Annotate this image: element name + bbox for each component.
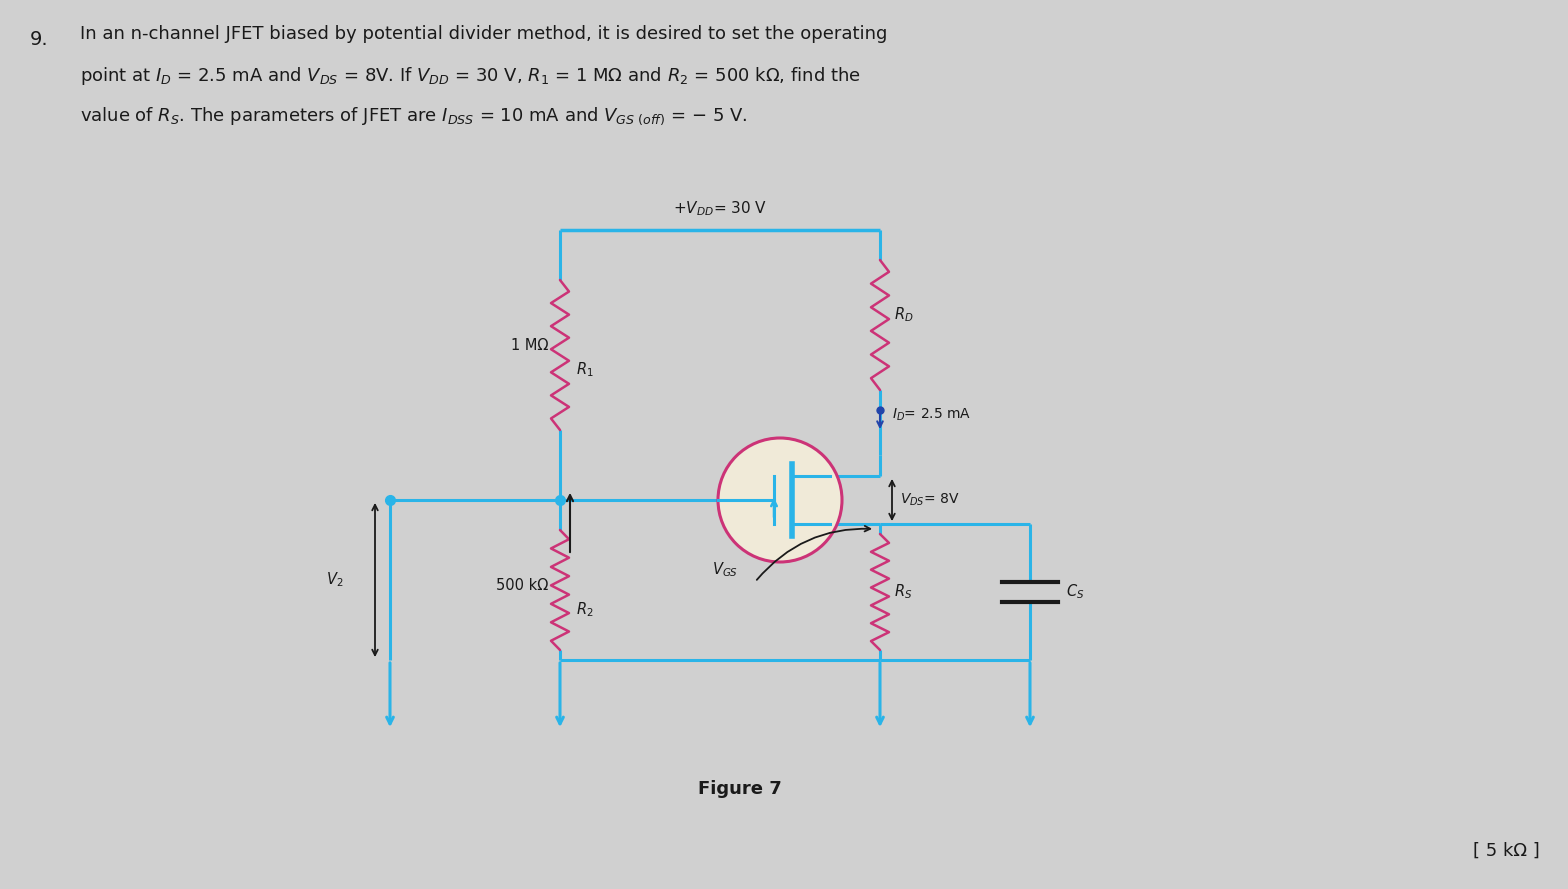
Text: $C_S$: $C_S$ [1066,582,1085,601]
Text: 9.: 9. [30,30,49,49]
Text: $R_2$: $R_2$ [575,601,594,620]
Text: Figure 7: Figure 7 [698,780,782,798]
Text: [ 5 kΩ ]: [ 5 kΩ ] [1474,842,1540,860]
Text: $I_D$= 2.5 mA: $I_D$= 2.5 mA [892,407,971,423]
Text: point at $I_D$ = 2.5 mA and $V_{DS}$ = 8V. If $V_{DD}$ = 30 V, $R_1$ = 1 M$\Omeg: point at $I_D$ = 2.5 mA and $V_{DS}$ = 8… [80,65,861,87]
Text: $V_{DS}$= 8V: $V_{DS}$= 8V [900,492,960,509]
Text: 500 kΩ: 500 kΩ [495,578,547,592]
Circle shape [718,438,842,562]
Text: $R_D$: $R_D$ [894,306,914,324]
Text: In an n-channel JFET biased by potential divider method, it is desired to set th: In an n-channel JFET biased by potential… [80,25,887,43]
Text: $V_{GS}$: $V_{GS}$ [712,560,739,579]
Text: $R_1$: $R_1$ [575,361,594,380]
Text: $R_S$: $R_S$ [894,582,913,601]
Text: $V_2$: $V_2$ [326,571,343,589]
Text: 1 MΩ: 1 MΩ [511,338,547,353]
Text: +$V_{DD}$= 30 V: +$V_{DD}$= 30 V [673,199,767,218]
Text: value of $R_S$. The parameters of JFET are $I_{DSS}$ = 10 mA and $V_{GS\ (off)}$: value of $R_S$. The parameters of JFET a… [80,105,748,126]
